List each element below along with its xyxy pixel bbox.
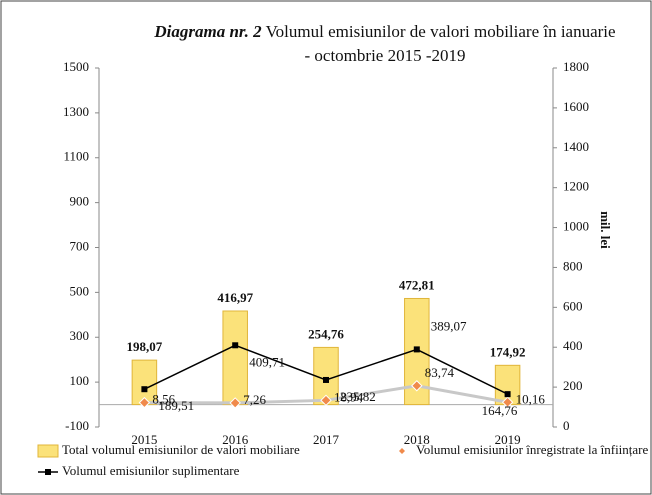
bar <box>222 310 248 406</box>
line-value-label: 409,71 <box>249 354 285 369</box>
y2-tick-label: 0 <box>563 418 570 433</box>
y2-tick-label: 1800 <box>563 59 589 74</box>
y-tick-label: 900 <box>70 194 90 209</box>
y2-tick-label: 200 <box>563 378 583 393</box>
point-marker <box>138 396 151 409</box>
bar-value-label: 472,81 <box>399 277 435 292</box>
line-marker <box>413 346 420 353</box>
line-value-label: 164,76 <box>482 403 518 418</box>
point-value-label: 10,16 <box>516 391 546 406</box>
y-tick-label: 300 <box>70 328 90 343</box>
y2-tick-label: 1000 <box>563 219 589 234</box>
point-value-label: 7,26 <box>243 392 266 407</box>
y2-tick-label: 600 <box>563 298 583 313</box>
point-value-label: 8,56 <box>152 392 175 407</box>
line-value-label: 235,82 <box>340 389 376 404</box>
point-value-label: 83,74 <box>425 365 455 380</box>
point-marker <box>229 397 241 409</box>
y2-tick-label: 1200 <box>563 179 589 194</box>
y2-axis-label: mil. lei <box>598 211 613 249</box>
bar-value-label: 198,07 <box>127 339 163 354</box>
legend-swatch <box>399 448 405 454</box>
line-marker <box>232 342 239 349</box>
x-tick-label: 2018 <box>404 432 430 447</box>
y2-tick-label: 400 <box>563 338 583 353</box>
point-marker <box>320 394 332 407</box>
x-tick-label: 2016 <box>222 432 249 447</box>
legend-swatch <box>45 469 51 475</box>
line-value-label: 389,07 <box>431 318 467 333</box>
x-tick-label: 2017 <box>313 432 340 447</box>
bar-value-label: 174,92 <box>490 344 526 359</box>
x-tick-label: 2019 <box>495 432 521 447</box>
point-marker <box>411 380 423 392</box>
chart-title: Diagrama nr. 2 Volumul emisiunilor de va… <box>150 20 620 68</box>
legend-label: Total volumul emisiunilor de valori mobi… <box>62 442 300 457</box>
point-value-label: 18,94 <box>334 389 364 404</box>
line-value-label: 189,51 <box>158 398 194 413</box>
title-text: Volumul emisiunilor de valori mobiliare … <box>265 22 616 65</box>
line-marker <box>504 391 511 398</box>
y-tick-label: 700 <box>70 238 90 253</box>
y-tick-label: 1500 <box>63 59 89 74</box>
point-marker <box>501 396 514 408</box>
line-marker <box>141 386 148 393</box>
y-tick-label: 1100 <box>63 149 89 164</box>
y2-tick-label: 800 <box>563 258 583 273</box>
line-marker <box>323 376 329 383</box>
x-tick-label: 2015 <box>131 432 157 447</box>
y2-tick-label: 1600 <box>563 99 589 114</box>
title-prefix: Diagrama nr. 2 <box>154 22 262 41</box>
y-tick-label: 500 <box>70 283 90 298</box>
bar-value-label: 416,97 <box>217 290 253 305</box>
legend-label: Volumul emisiunilor înregistrate la înfi… <box>416 442 648 457</box>
y-tick-label: -100 <box>65 418 89 433</box>
bar-value-label: 254,76 <box>308 326 344 341</box>
y2-tick-label: 1400 <box>563 139 589 154</box>
legend-label: Volumul emisiunilor suplimentare <box>62 463 240 478</box>
legend-swatch <box>37 444 59 458</box>
y-tick-label: 1300 <box>63 104 89 119</box>
y-tick-label: 100 <box>70 373 90 388</box>
